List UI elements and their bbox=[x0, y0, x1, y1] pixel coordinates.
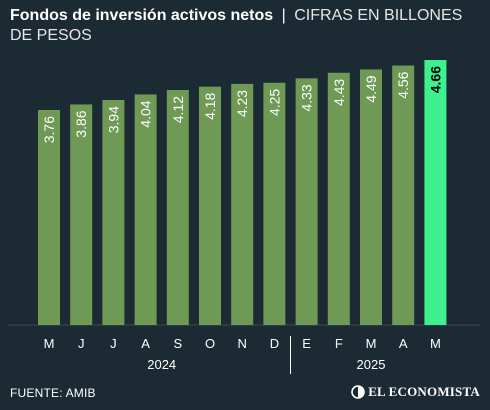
bar bbox=[38, 110, 60, 325]
x-tick-label: M bbox=[366, 336, 377, 351]
bar bbox=[70, 104, 93, 325]
x-tick-label: F bbox=[335, 336, 343, 351]
x-tick-label: O bbox=[205, 336, 215, 351]
bar-value-label: 3.76 bbox=[41, 116, 57, 143]
bar-value-label: 4.33 bbox=[299, 84, 315, 111]
bar-value-label: 4.56 bbox=[395, 71, 411, 98]
bar-value-label: 4.66 bbox=[427, 66, 443, 93]
x-tick-label: S bbox=[173, 336, 182, 351]
bar-value-label: 4.25 bbox=[266, 89, 282, 116]
year-label: 2025 bbox=[357, 357, 386, 372]
bar bbox=[327, 72, 350, 326]
x-tick-label: E bbox=[302, 336, 311, 351]
logo-text: EL ECONOMISTA bbox=[368, 384, 480, 399]
bar-value-label: 4.18 bbox=[202, 92, 218, 119]
bar-value-label: 3.86 bbox=[73, 110, 89, 137]
x-tick-label: J bbox=[110, 336, 117, 351]
bar bbox=[424, 60, 447, 325]
bar bbox=[166, 90, 189, 325]
x-tick-label: M bbox=[44, 336, 55, 351]
bar-value-label: 4.12 bbox=[170, 96, 186, 123]
x-tick-label: D bbox=[270, 336, 279, 351]
bar bbox=[231, 83, 254, 325]
bar-value-label: 3.94 bbox=[105, 106, 121, 133]
el-economista-logo-icon bbox=[351, 385, 365, 399]
x-tick-label: A bbox=[399, 336, 408, 351]
chart-subtitle: CIFRAS EN BILLONES DE PESOS bbox=[10, 7, 463, 44]
bar bbox=[295, 78, 318, 325]
bar bbox=[392, 65, 415, 326]
x-tick-label: M bbox=[430, 336, 441, 351]
bar-chart: 3.76 M 3.86 J 3.94 J 4.04 A 4.12 S 4.18 O 4.23 N 4.25 D… bbox=[8, 60, 480, 374]
bar-value-label: 4.43 bbox=[331, 79, 347, 106]
x-tick-label: N bbox=[238, 336, 247, 351]
bar bbox=[134, 94, 157, 325]
publisher-logo: EL ECONOMISTA bbox=[351, 384, 480, 400]
chart-title: Fondos de inversión activos netos bbox=[10, 7, 274, 24]
bar bbox=[360, 69, 382, 325]
bar-value-label: 4.23 bbox=[234, 90, 250, 117]
source-note: FUENTE: AMIB bbox=[10, 386, 96, 400]
title-separator: | bbox=[281, 7, 286, 24]
chart-header: Fondos de inversión activos netos | CIFR… bbox=[10, 6, 480, 46]
x-tick-label: J bbox=[78, 336, 85, 351]
x-tick-label: A bbox=[141, 336, 150, 351]
year-label: 2024 bbox=[147, 357, 176, 372]
bar-value-label: 4.49 bbox=[363, 75, 379, 102]
bar bbox=[102, 100, 125, 325]
bar bbox=[263, 82, 286, 326]
bar bbox=[199, 86, 221, 326]
bar-value-label: 4.04 bbox=[138, 100, 154, 127]
